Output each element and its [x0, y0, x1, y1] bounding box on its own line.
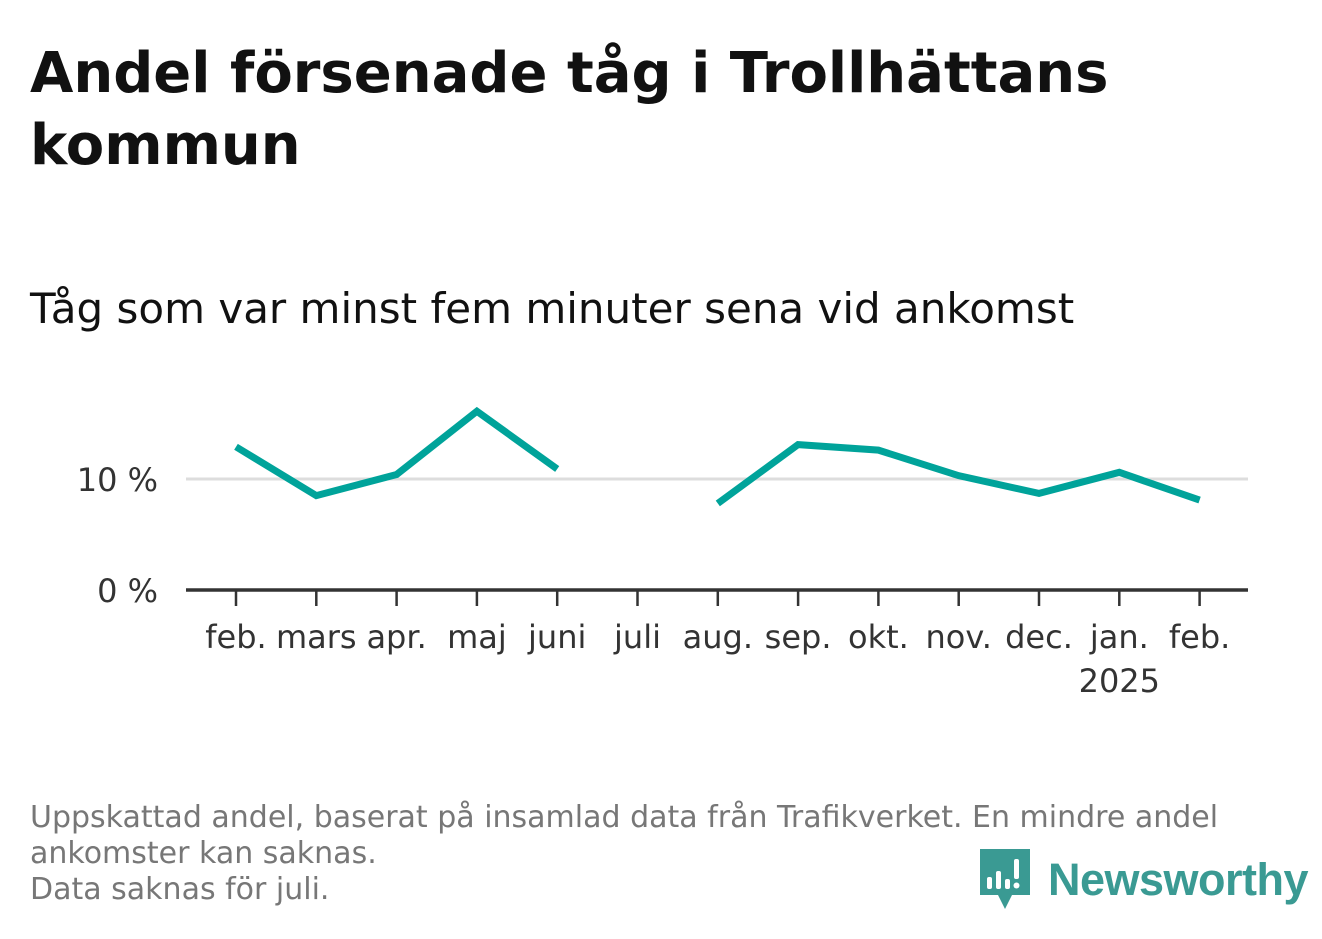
- x-tick-label: nov.: [925, 618, 991, 656]
- x-tick-label: feb.: [1169, 618, 1230, 656]
- x-tick-label: feb.: [205, 618, 266, 656]
- series-line-segment: [715, 441, 1201, 507]
- x-tick-label: okt.: [848, 618, 909, 656]
- footnote-missing-data: Data saknas för juli.: [30, 872, 330, 907]
- chart-title: Andel försenade tåg i Trollhättans kommu…: [30, 41, 1109, 178]
- y-axis-labels: 0 % 10 %: [77, 461, 158, 610]
- chart-footnote: Uppskattad andel, baserat på insamlad da…: [30, 800, 1280, 908]
- brand-name: Newsworthy: [1048, 854, 1309, 905]
- newsworthy-logo-icon: [980, 849, 1030, 909]
- x-tick-label: mars: [276, 618, 357, 656]
- brand-logo: Newsworthy: [980, 848, 1309, 912]
- x-axis-labels: feb. mars apr. maj juni juli aug. sep. okt. nov. d…: [205, 618, 1230, 700]
- x-axis: [186, 588, 1248, 606]
- y-tick-label: 0 %: [97, 572, 158, 610]
- x-tick-label: jan.: [1089, 618, 1149, 656]
- chart-subtitle: Tåg som var minst fem minuter sena vid a…: [30, 284, 1075, 333]
- x-tick-label: sep.: [765, 618, 832, 656]
- x-tick-label: dec.: [1005, 618, 1073, 656]
- x-year-label: 2025: [1079, 662, 1160, 700]
- series-lines: [234, 406, 1201, 507]
- x-tick-label: juli: [613, 618, 661, 656]
- y-tick-label: 10 %: [77, 461, 158, 499]
- series-line-segment: [234, 406, 560, 500]
- x-tick-label: aug.: [683, 618, 753, 656]
- footnote-source: Uppskattad andel, baserat på insamlad da…: [30, 800, 1219, 871]
- x-tick-label: maj: [447, 618, 507, 656]
- x-tick-label: apr.: [366, 618, 426, 656]
- x-tick-label: juni: [527, 618, 586, 656]
